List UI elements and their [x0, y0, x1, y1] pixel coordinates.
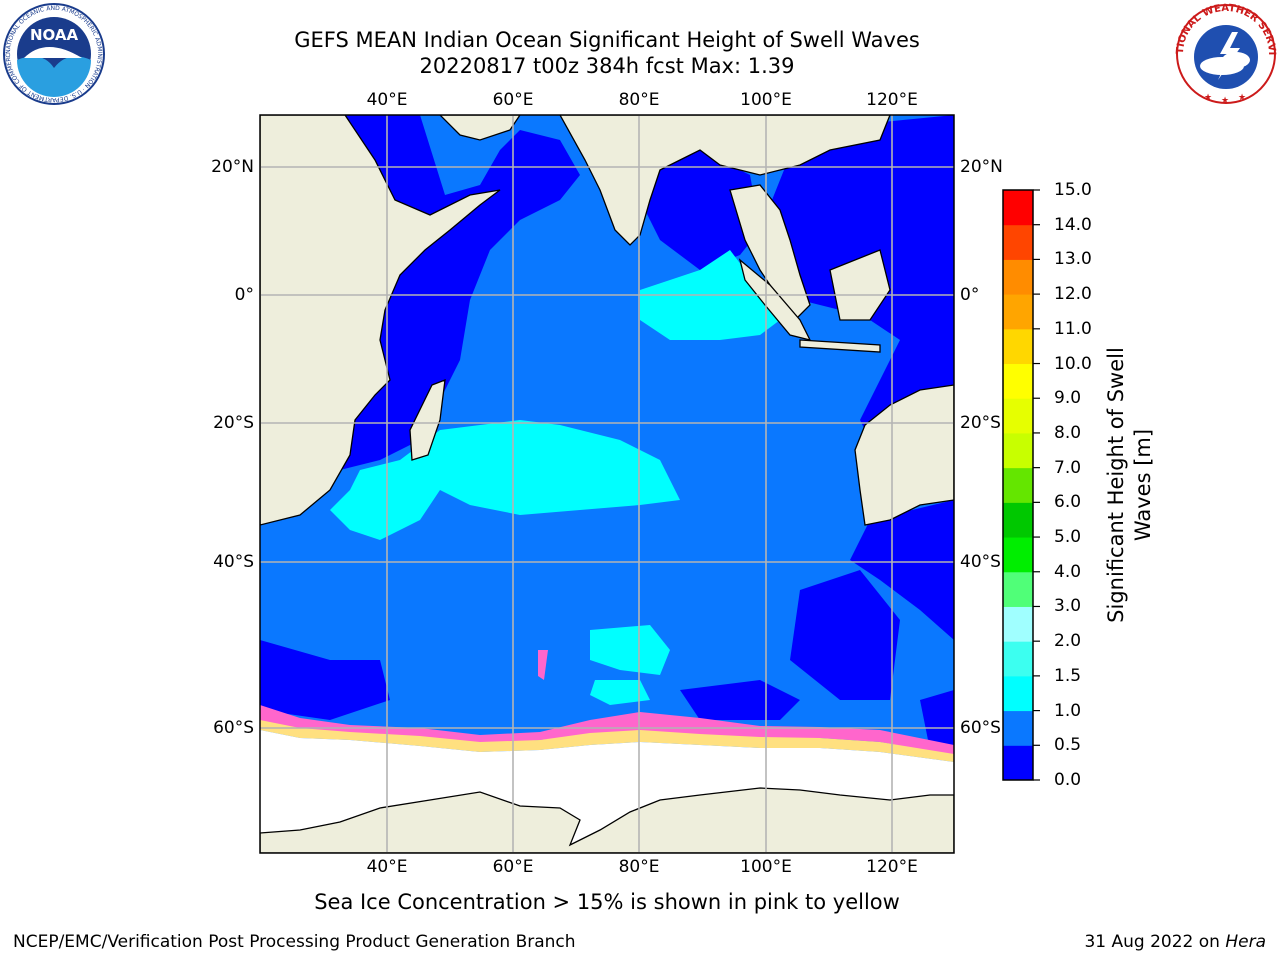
colorbar-swatch [1003, 190, 1033, 226]
colorbar-swatch [1003, 502, 1033, 538]
colorbar-level-label: 1.5 [1054, 665, 1082, 686]
lat-label-left: 0° [234, 285, 254, 305]
map-area [260, 115, 954, 853]
lon-label-bottom: 40°E [366, 857, 408, 877]
map-frame [259, 114, 955, 854]
lat-label-left: 60°S [213, 718, 254, 738]
svg-text:★: ★ [1221, 96, 1229, 106]
lon-label-bottom: 60°E [492, 857, 534, 877]
colorbar-swatch [1003, 606, 1033, 642]
lat-label-right: 0° [960, 285, 980, 305]
footer-host: Hera [1225, 932, 1266, 952]
lat-label-right: 20°N [960, 157, 1003, 177]
lon-label-top: 120°E [866, 90, 918, 110]
colorbar-swatch [1003, 675, 1033, 712]
lat-label-left: 40°S [213, 552, 254, 572]
colorbar-swatch [1003, 294, 1033, 330]
lon-label-top: 100°E [740, 90, 792, 110]
colorbar-level-label: 5.0 [1054, 527, 1082, 548]
lat-label-left: 20°N [211, 157, 254, 177]
colorbar-level-label: 4.0 [1054, 561, 1082, 582]
lon-label-top: 60°E [492, 90, 534, 110]
lat-label-left: 20°S [213, 413, 254, 433]
colorbar-level-label: 7.0 [1054, 457, 1082, 478]
colorbar-swatch [1003, 328, 1033, 365]
colorbar-swatch [1003, 641, 1033, 677]
sea-ice-note: Sea Ice Concentration > 15% is shown in … [314, 890, 900, 914]
noaa-logo-icon: NATIONAL OCEANIC AND ATMOSPHERIC ADMINIS… [2, 2, 105, 105]
colorbar-title: Significant Height of Swell Waves [m] [1104, 347, 1155, 623]
footer-date-text: 31 Aug 2022 on [1084, 932, 1220, 952]
colorbar-swatch [1003, 398, 1033, 434]
lat-label-right: 60°S [960, 718, 1001, 738]
colorbar-swatch [1003, 467, 1033, 503]
lon-label-bottom: 120°E [866, 857, 918, 877]
colorbar-swatch [1003, 432, 1033, 469]
colorbar-level-label: 10.0 [1054, 353, 1092, 374]
colorbar-level-label: 13.0 [1054, 249, 1092, 270]
sea-ice-fringe [260, 650, 954, 762]
lon-label-top: 40°E [366, 90, 408, 110]
chart-title: GEFS MEAN Indian Ocean Significant Heigh… [294, 28, 920, 52]
colorbar-level-label: 1.0 [1054, 700, 1082, 721]
colorbar-swatch [1003, 224, 1033, 260]
colorbar-level-label: 6.0 [1054, 492, 1082, 513]
lon-label-bottom: 80°E [618, 857, 660, 877]
colorbar-level-label: 0.0 [1054, 770, 1082, 790]
svg-text:★: ★ [1238, 93, 1246, 103]
colorbar-swatch [1003, 571, 1033, 607]
colorbar-level-label: 8.0 [1054, 422, 1082, 443]
colorbar-level-label: 9.0 [1054, 388, 1082, 409]
lat-label-right: 20°S [960, 413, 1001, 433]
colorbar-frame [1002, 189, 1034, 781]
chart-subtitle: 20220817 t00z 384h fcst Max: 1.39 [419, 54, 795, 78]
nws-logo-icon: NATIONAL WEATHER SERVICE ★ ★ ★ [1174, 2, 1277, 106]
colorbar-level-label: 3.0 [1054, 596, 1082, 617]
footer-organization: NCEP/EMC/Verification Post Processing Pr… [13, 932, 576, 952]
colorbar-swatch [1003, 363, 1033, 399]
colorbar [1002, 189, 1040, 781]
colorbar-swatch [1003, 537, 1033, 573]
colorbar-swatch [1003, 259, 1033, 295]
lon-label-bottom: 100°E [740, 857, 792, 877]
lat-label-right: 40°S [960, 552, 1001, 572]
colorbar-level-label: 14.0 [1054, 214, 1092, 235]
colorbar-level-label: 2.0 [1054, 631, 1082, 652]
footer-date: 31 Aug 2022 on Hera [1084, 932, 1266, 952]
graticule-lines [260, 115, 954, 853]
colorbar-level-label: 12.0 [1054, 284, 1092, 305]
noaa-logo-text: NOAA [30, 26, 79, 44]
colorbar-swatch [1003, 745, 1033, 781]
colorbar-level-label: 15.0 [1054, 180, 1092, 200]
colorbar-level-label: 0.5 [1054, 735, 1082, 756]
lon-label-top: 80°E [618, 90, 660, 110]
colorbar-level-label: 11.0 [1054, 318, 1092, 339]
svg-text:★: ★ [1204, 93, 1212, 103]
colorbar-swatch [1003, 710, 1033, 746]
